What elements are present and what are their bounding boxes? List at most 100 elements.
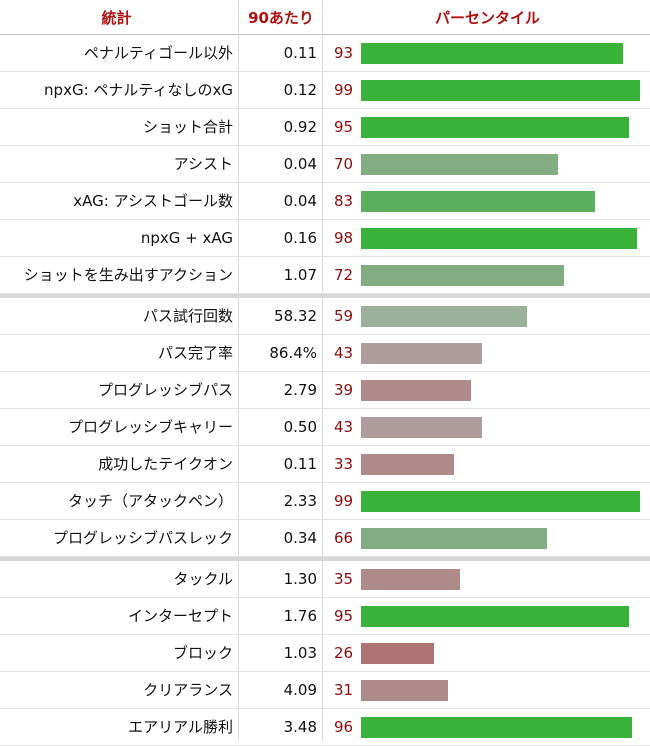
percentile-value: 31 xyxy=(334,681,354,699)
group-separator xyxy=(0,294,650,298)
percentile-value: 26 xyxy=(334,644,354,662)
table-row: プログレッシブパス 2.79 39 xyxy=(0,372,650,409)
stat-label[interactable]: パス完了率 xyxy=(157,344,233,362)
row-divider xyxy=(0,445,650,446)
row-divider xyxy=(0,634,650,635)
table-row: npxG + xAG 0.16 98 xyxy=(0,220,650,257)
per90-value: 1.30 xyxy=(283,570,317,588)
percentile-bar xyxy=(361,306,527,327)
percentile-bar xyxy=(361,228,637,249)
per90-value: 1.03 xyxy=(283,644,317,662)
table-row: プログレッシブキャリー 0.50 43 xyxy=(0,409,650,446)
table-row: xAG: アシストゴール数 0.04 83 xyxy=(0,183,650,220)
header-stat[interactable]: 統計 xyxy=(101,8,132,27)
percentile-bar xyxy=(361,491,640,512)
header-percentile[interactable]: パーセンタイル xyxy=(434,8,540,27)
per90-value: 1.07 xyxy=(283,266,317,284)
stat-label[interactable]: クリアランス xyxy=(143,681,233,699)
percentile-value: 66 xyxy=(334,529,354,547)
percentile-bar xyxy=(361,643,434,664)
percentile-value: 93 xyxy=(334,44,354,62)
table-row: クリアランス 4.09 31 xyxy=(0,672,650,709)
stat-label[interactable]: アシスト xyxy=(173,155,233,173)
per90-value: 0.16 xyxy=(283,229,317,247)
stat-label[interactable]: インターセプト xyxy=(127,607,233,625)
stat-label[interactable]: npxG: ペナルティなしのxG xyxy=(44,81,233,99)
row-divider xyxy=(0,371,650,372)
stat-label[interactable]: プログレッシブパスレック xyxy=(52,529,233,547)
table-row: ショットを生み出すアクション 1.07 72 xyxy=(0,257,650,294)
percentile-bar xyxy=(361,191,595,212)
row-divider xyxy=(0,708,650,709)
row-divider xyxy=(0,519,650,520)
stat-label[interactable]: xAG: アシストゴール数 xyxy=(73,192,233,210)
percentile-value: 99 xyxy=(334,81,354,99)
percentile-value: 98 xyxy=(334,229,354,247)
table-row: ブロック 1.03 26 xyxy=(0,635,650,672)
row-divider xyxy=(0,556,650,557)
per90-value: 2.79 xyxy=(283,381,317,399)
per90-value: 0.11 xyxy=(283,44,317,62)
percentile-value: 95 xyxy=(334,607,354,625)
table-row: パス試行回数 58.32 59 xyxy=(0,298,650,335)
per90-value: 0.11 xyxy=(283,455,317,473)
stat-label[interactable]: 成功したテイクオン xyxy=(98,455,233,473)
percentile-value: 43 xyxy=(334,418,354,436)
percentile-value: 43 xyxy=(334,344,354,362)
row-divider xyxy=(0,671,650,672)
stat-label[interactable]: ペナルティゴール以外 xyxy=(83,44,233,62)
percentile-value: 72 xyxy=(334,266,354,284)
per90-value: 0.04 xyxy=(283,192,317,210)
group-separator xyxy=(0,557,650,561)
stat-label[interactable]: npxG + xAG xyxy=(140,229,233,247)
percentile-bar xyxy=(361,265,564,286)
per90-value: 0.12 xyxy=(283,81,317,99)
stat-label[interactable]: パス試行回数 xyxy=(142,307,233,325)
percentile-value: 33 xyxy=(334,455,354,473)
header-per90[interactable]: 90あたり xyxy=(248,8,314,27)
table-row: npxG: ペナルティなしのxG 0.12 99 xyxy=(0,72,650,109)
per90-value: 0.50 xyxy=(283,418,317,436)
stat-label[interactable]: ブロック xyxy=(172,644,233,662)
per90-value: 4.09 xyxy=(283,681,317,699)
row-divider xyxy=(0,71,650,72)
row-divider xyxy=(0,108,650,109)
per90-value: 2.33 xyxy=(283,492,317,510)
row-divider xyxy=(0,293,650,294)
per90-value: 0.04 xyxy=(283,155,317,173)
stat-label[interactable]: プログレッシブキャリー xyxy=(67,418,233,436)
table-row: プログレッシブパスレック 0.34 66 xyxy=(0,520,650,557)
stat-label[interactable]: プログレッシブパス xyxy=(97,381,233,399)
per90-value: 1.76 xyxy=(283,607,317,625)
percentile-bar xyxy=(361,680,448,701)
percentile-bar xyxy=(361,343,482,364)
table-row: インターセプト 1.76 95 xyxy=(0,598,650,635)
percentile-bar xyxy=(361,717,632,738)
column-divider xyxy=(238,0,239,741)
table-row: ペナルティゴール以外 0.11 93 xyxy=(0,35,650,72)
percentile-value: 70 xyxy=(334,155,354,173)
table-row: アシスト 0.04 70 xyxy=(0,146,650,183)
percentile-value: 35 xyxy=(334,570,354,588)
per90-value: 58.32 xyxy=(274,307,317,325)
stat-label[interactable]: ショット合計 xyxy=(142,118,233,136)
percentile-bar xyxy=(361,80,640,101)
percentile-value: 99 xyxy=(334,492,354,510)
per90-value: 3.48 xyxy=(283,718,317,736)
percentile-bar xyxy=(361,43,623,64)
row-divider xyxy=(0,334,650,335)
column-divider xyxy=(322,0,323,741)
percentile-value: 39 xyxy=(334,381,354,399)
percentile-value: 83 xyxy=(334,192,354,210)
stat-label[interactable]: ショットを生み出すアクション xyxy=(23,266,233,284)
row-divider xyxy=(0,482,650,483)
percentile-value: 95 xyxy=(334,118,354,136)
table-row: ショット合計 0.92 95 xyxy=(0,109,650,146)
per90-value: 0.92 xyxy=(283,118,317,136)
table-row: エアリアル勝利 3.48 96 xyxy=(0,709,650,746)
stat-label[interactable]: タックル xyxy=(173,570,233,588)
stat-label[interactable]: タッチ（アタックペン） xyxy=(67,492,233,510)
percentile-bar xyxy=(361,417,482,438)
stat-label[interactable]: エアリアル勝利 xyxy=(128,718,233,736)
